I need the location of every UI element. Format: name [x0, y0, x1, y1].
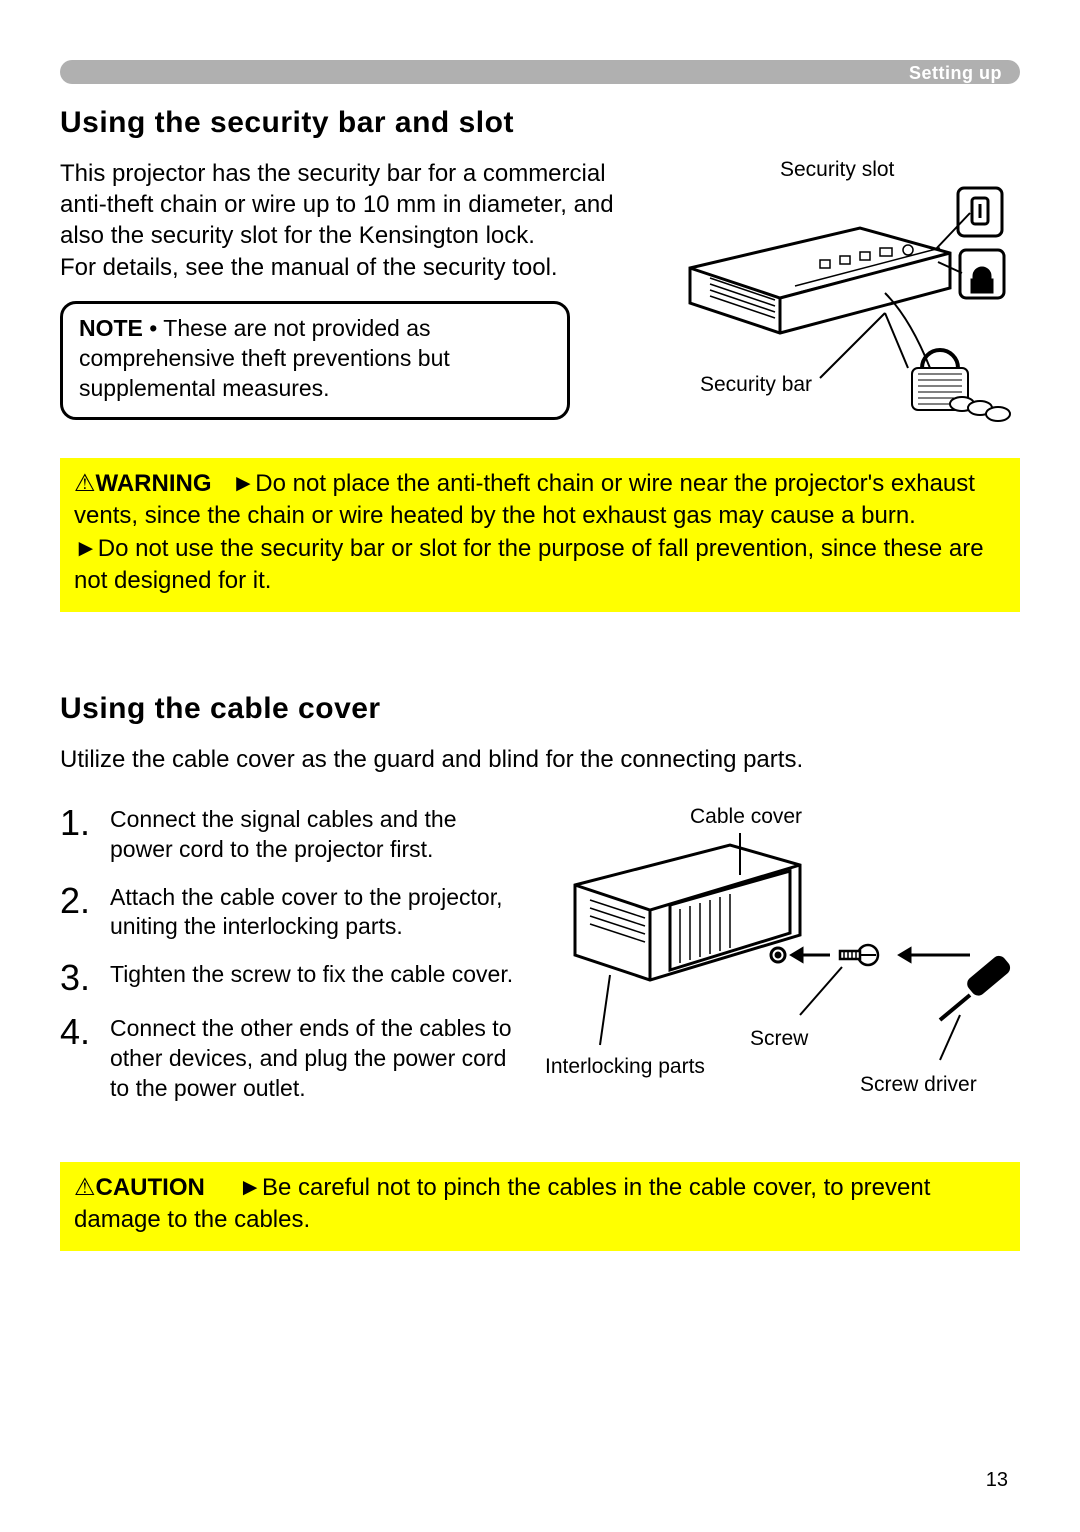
- page-number: 13: [986, 1469, 1008, 1492]
- header-label: Setting up: [909, 63, 1002, 84]
- arrow-icon: ►: [238, 1174, 262, 1201]
- section1-intro: This projector has the security bar for …: [60, 158, 630, 283]
- label-screw: Screw: [750, 1027, 808, 1051]
- step-text: Connect the signal cables and the power …: [110, 805, 520, 865]
- step-num: 1.: [60, 805, 100, 865]
- section2-intro: Utilize the cable cover as the guard and…: [60, 744, 1020, 775]
- note-label: NOTE: [79, 315, 143, 341]
- header-bar: Setting up: [60, 60, 1020, 84]
- step-3: 3. Tighten the screw to fix the cable co…: [60, 960, 520, 996]
- section1-row: This projector has the security bar for …: [60, 158, 1020, 428]
- steps-list: 1. Connect the signal cables and the pow…: [60, 805, 520, 1122]
- label-security-bar: Security bar: [700, 373, 812, 397]
- step-num: 4.: [60, 1014, 100, 1104]
- step-1: 1. Connect the signal cables and the pow…: [60, 805, 520, 865]
- section1-title: Using the security bar and slot: [60, 106, 1020, 140]
- step-4: 4. Connect the other ends of the cables …: [60, 1014, 520, 1104]
- warning-label: WARNING: [96, 470, 212, 497]
- label-security-slot: Security slot: [780, 158, 894, 182]
- step-text: Attach the cable cover to the projector,…: [110, 883, 520, 943]
- figure-cable-cover: Cable cover: [540, 805, 1020, 1105]
- warning-box: ⚠WARNING ►Do not place the anti-theft ch…: [60, 458, 1020, 612]
- warning-point-2: Do not use the security bar or slot for …: [74, 535, 984, 594]
- section2-title: Using the cable cover: [60, 692, 1020, 726]
- step-num: 3.: [60, 960, 100, 996]
- step-text: Connect the other ends of the cables to …: [110, 1014, 520, 1104]
- step-text: Tighten the screw to fix the cable cover…: [110, 960, 513, 996]
- arrow-icon: ►: [74, 535, 98, 562]
- step-2: 2. Attach the cable cover to the project…: [60, 883, 520, 943]
- caution-box: ⚠CAUTION ►Be careful not to pinch the ca…: [60, 1162, 1020, 1251]
- step-num: 2.: [60, 883, 100, 943]
- caution-label: CAUTION: [96, 1174, 205, 1201]
- label-cable-cover: Cable cover: [690, 805, 802, 829]
- section2: Using the cable cover Utilize the cable …: [60, 692, 1020, 1251]
- warning-icon: ⚠: [74, 470, 96, 497]
- section2-row: 1. Connect the signal cables and the pow…: [60, 805, 1020, 1122]
- label-interlocking-parts: Interlocking parts: [545, 1055, 705, 1079]
- figure-security: Security slot: [660, 158, 1020, 428]
- note-box: NOTE • These are not provided as compreh…: [60, 301, 570, 421]
- label-screw-driver: Screw driver: [860, 1073, 977, 1097]
- arrow-icon: ►: [232, 470, 256, 497]
- section1-text-col: This projector has the security bar for …: [60, 158, 630, 428]
- caution-icon: ⚠: [74, 1174, 96, 1201]
